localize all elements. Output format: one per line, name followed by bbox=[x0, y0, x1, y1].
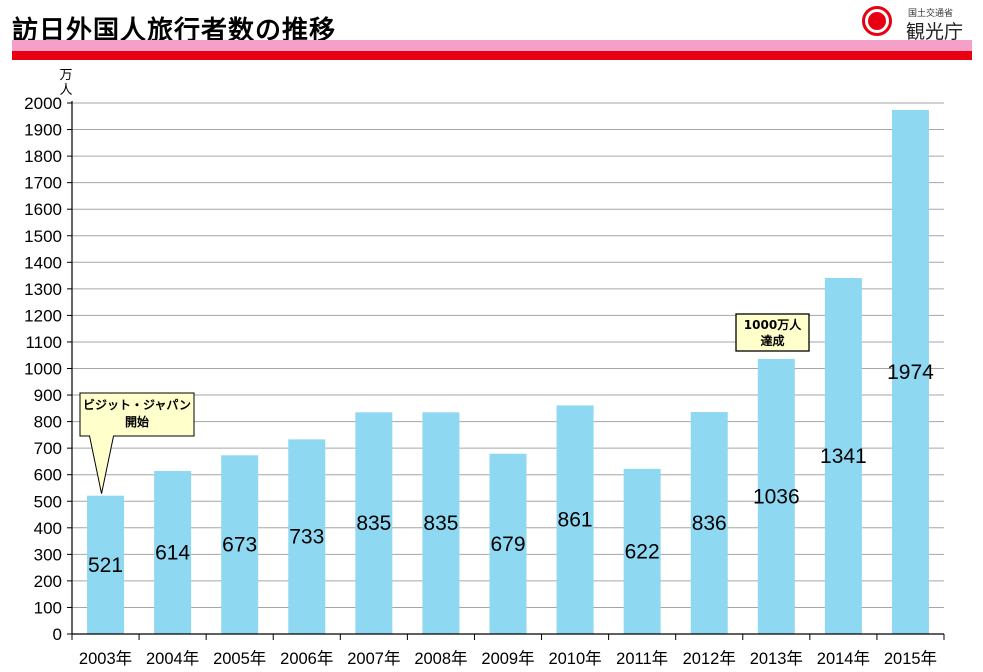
agency-logo: 国土交通省 観光庁 bbox=[860, 4, 978, 43]
y-tick-label: 0 bbox=[53, 625, 62, 644]
y-tick-label: 600 bbox=[34, 466, 62, 485]
sun-logo-icon bbox=[862, 6, 892, 36]
header: 訪日外国人旅行者数の推移 国土交通省 観光庁 bbox=[0, 0, 983, 62]
bar bbox=[556, 405, 594, 634]
y-tick-label: 500 bbox=[34, 492, 62, 511]
y-axis-unit-label: 人 bbox=[59, 83, 72, 98]
y-tick-label: 900 bbox=[34, 386, 62, 405]
x-tick-label: 2014年 bbox=[817, 649, 870, 668]
x-tick-label: 2012年 bbox=[683, 649, 736, 668]
x-tick-label: 2009年 bbox=[481, 649, 534, 668]
bar bbox=[757, 358, 795, 634]
y-tick-label: 1800 bbox=[24, 147, 62, 166]
x-tick-label: 2003年 bbox=[79, 649, 132, 668]
x-tick-label: 2004年 bbox=[146, 649, 199, 668]
callout-text: 達成 bbox=[760, 333, 784, 348]
bar bbox=[891, 109, 929, 634]
data-label: 679 bbox=[490, 533, 525, 556]
y-tick-label: 700 bbox=[34, 439, 62, 458]
x-tick-label: 2005年 bbox=[213, 649, 266, 668]
y-tick-label: 2000 bbox=[24, 94, 62, 113]
bar bbox=[623, 468, 661, 634]
callout-text: 1000万人 bbox=[744, 317, 802, 332]
x-tick-label: 2006年 bbox=[280, 649, 333, 668]
data-label: 836 bbox=[692, 512, 727, 535]
y-tick-label: 200 bbox=[34, 572, 62, 591]
data-label: 835 bbox=[423, 512, 458, 535]
bar bbox=[355, 412, 393, 634]
y-tick-label: 1100 bbox=[25, 333, 62, 352]
data-label: 622 bbox=[625, 540, 660, 563]
y-tick-label: 1500 bbox=[24, 227, 62, 246]
data-label: 1974 bbox=[887, 361, 934, 384]
data-label: 673 bbox=[222, 534, 257, 557]
logo-ministry-text: 国土交通省 bbox=[908, 9, 954, 19]
y-tick-label: 1200 bbox=[24, 306, 62, 325]
y-tick-label: 400 bbox=[34, 519, 62, 538]
bar bbox=[87, 495, 125, 634]
callout-bubble bbox=[79, 392, 195, 494]
x-tick-label: 2013年 bbox=[750, 649, 803, 668]
y-tick-label: 1000 bbox=[24, 360, 62, 379]
x-tick-label: 2008年 bbox=[414, 649, 467, 668]
y-tick-label: 100 bbox=[34, 598, 62, 617]
bar bbox=[690, 412, 728, 634]
data-label: 733 bbox=[289, 526, 324, 549]
x-tick-label: 2015年 bbox=[884, 649, 937, 668]
bar bbox=[221, 455, 259, 634]
red-divider-band bbox=[12, 51, 972, 60]
y-tick-label: 1300 bbox=[24, 280, 62, 299]
data-label: 835 bbox=[356, 512, 391, 535]
pink-divider-band bbox=[12, 40, 972, 51]
x-tick-label: 2010年 bbox=[548, 649, 601, 668]
data-label: 1341 bbox=[820, 445, 867, 468]
y-axis-unit-label: 万 bbox=[59, 68, 72, 83]
y-tick-label: 800 bbox=[34, 413, 62, 432]
callout-box bbox=[735, 313, 810, 352]
callout-text: ビジット・ジャパン bbox=[83, 397, 191, 412]
callout-text: 開始 bbox=[125, 414, 149, 429]
data-label: 861 bbox=[558, 509, 593, 532]
bar bbox=[422, 412, 460, 634]
data-label: 614 bbox=[155, 541, 190, 564]
y-tick-label: 1600 bbox=[24, 200, 62, 219]
y-tick-label: 1400 bbox=[24, 253, 62, 272]
bar bbox=[154, 470, 192, 634]
logo-agency-text: 観光庁 bbox=[906, 21, 964, 43]
data-label: 521 bbox=[88, 554, 123, 577]
y-tick-label: 1700 bbox=[24, 174, 62, 193]
bar bbox=[489, 453, 527, 634]
data-label: 1036 bbox=[753, 485, 800, 508]
x-tick-label: 2007年 bbox=[347, 649, 400, 668]
bar bbox=[288, 439, 326, 634]
bar bbox=[824, 277, 862, 634]
y-tick-label: 300 bbox=[34, 545, 62, 564]
y-tick-label: 1900 bbox=[24, 121, 62, 140]
x-tick-label: 2011年 bbox=[616, 649, 668, 668]
